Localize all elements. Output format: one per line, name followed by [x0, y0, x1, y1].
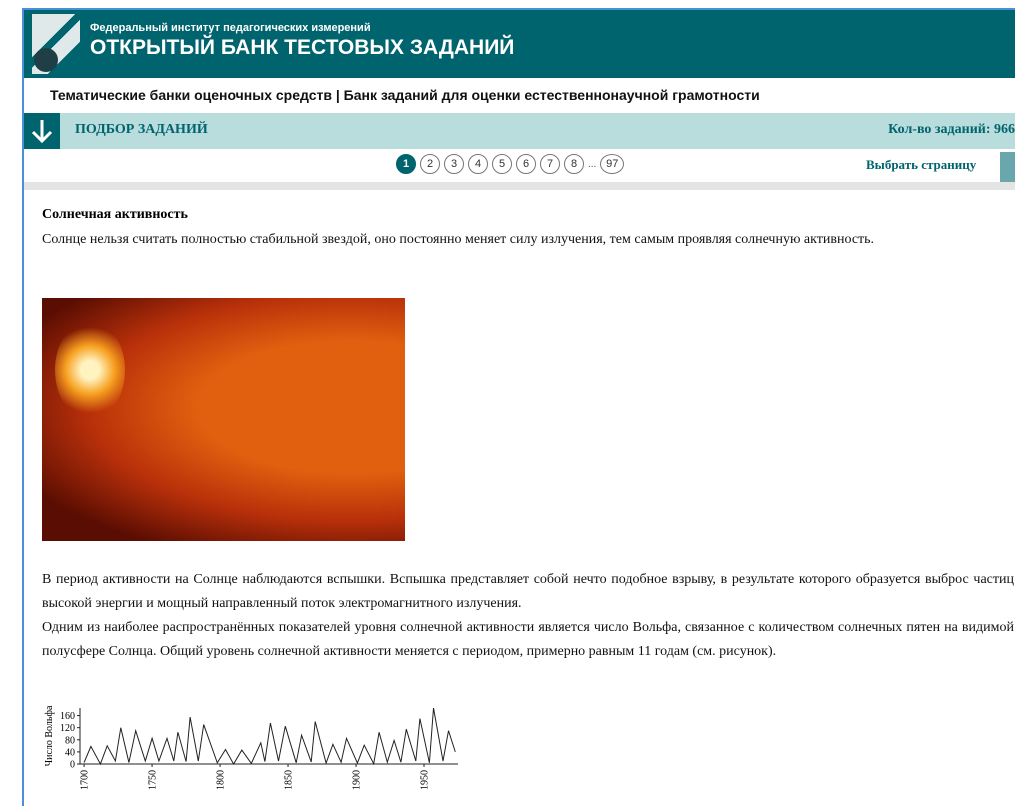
y-tick-label: 120: [60, 723, 75, 734]
toolbar-label[interactable]: ПОДБОР ЗАДАНИЙ: [75, 122, 208, 138]
logo-dot: [34, 48, 58, 72]
flare: [55, 320, 125, 420]
page: Федеральный институт педагогических изме…: [0, 0, 1015, 806]
page-button[interactable]: 4: [468, 154, 488, 174]
select-page-button[interactable]: [1000, 152, 1015, 182]
page-button[interactable]: 3: [444, 154, 464, 174]
page-button[interactable]: 97: [600, 154, 624, 174]
page-button[interactable]: 8: [564, 154, 584, 174]
separator: [24, 182, 1015, 190]
select-page[interactable]: Выбрать страницу: [866, 157, 976, 173]
x-tick-label: 1900: [352, 770, 363, 790]
page-button[interactable]: 5: [492, 154, 512, 174]
page-button[interactable]: 1: [396, 154, 416, 174]
x-tick-label: 1850: [284, 770, 295, 790]
x-tick-label: 1700: [80, 770, 91, 790]
x-tick-label: 1950: [420, 770, 431, 790]
x-tick-label: 1800: [216, 770, 227, 790]
paragraph: Солнце нельзя считать полностью стабильн…: [42, 228, 1014, 252]
org-name: Федеральный институт педагогических изме…: [90, 22, 371, 34]
page-button[interactable]: 2: [420, 154, 440, 174]
paragraph: Одним из наиболее распространённых показ…: [42, 616, 1014, 664]
paragraph: В период активности на Солнце наблюдаютс…: [42, 568, 1014, 616]
y-axis-label: Число Вольфа: [44, 705, 55, 766]
data-line: [84, 708, 455, 764]
article-title: Солнечная активность: [42, 207, 188, 223]
page-button[interactable]: 7: [540, 154, 560, 174]
y-tick-label: 160: [60, 711, 75, 722]
ellipsis: ...: [588, 158, 596, 170]
x-tick-label: 1750: [148, 770, 159, 790]
site-title[interactable]: ОТКРЫТЫЙ БАНК ТЕСТОВЫХ ЗАДАНИЙ: [90, 36, 514, 60]
toggle-button[interactable]: [24, 113, 60, 149]
page-button[interactable]: 6: [516, 154, 536, 174]
breadcrumb[interactable]: Тематические банки оценочных средств | Б…: [50, 87, 760, 103]
y-tick-label: 80: [65, 735, 75, 746]
y-tick-label: 0: [70, 760, 75, 771]
y-tick-label: 40: [65, 747, 75, 758]
task-count: Кол-во заданий: 966: [888, 122, 1015, 138]
